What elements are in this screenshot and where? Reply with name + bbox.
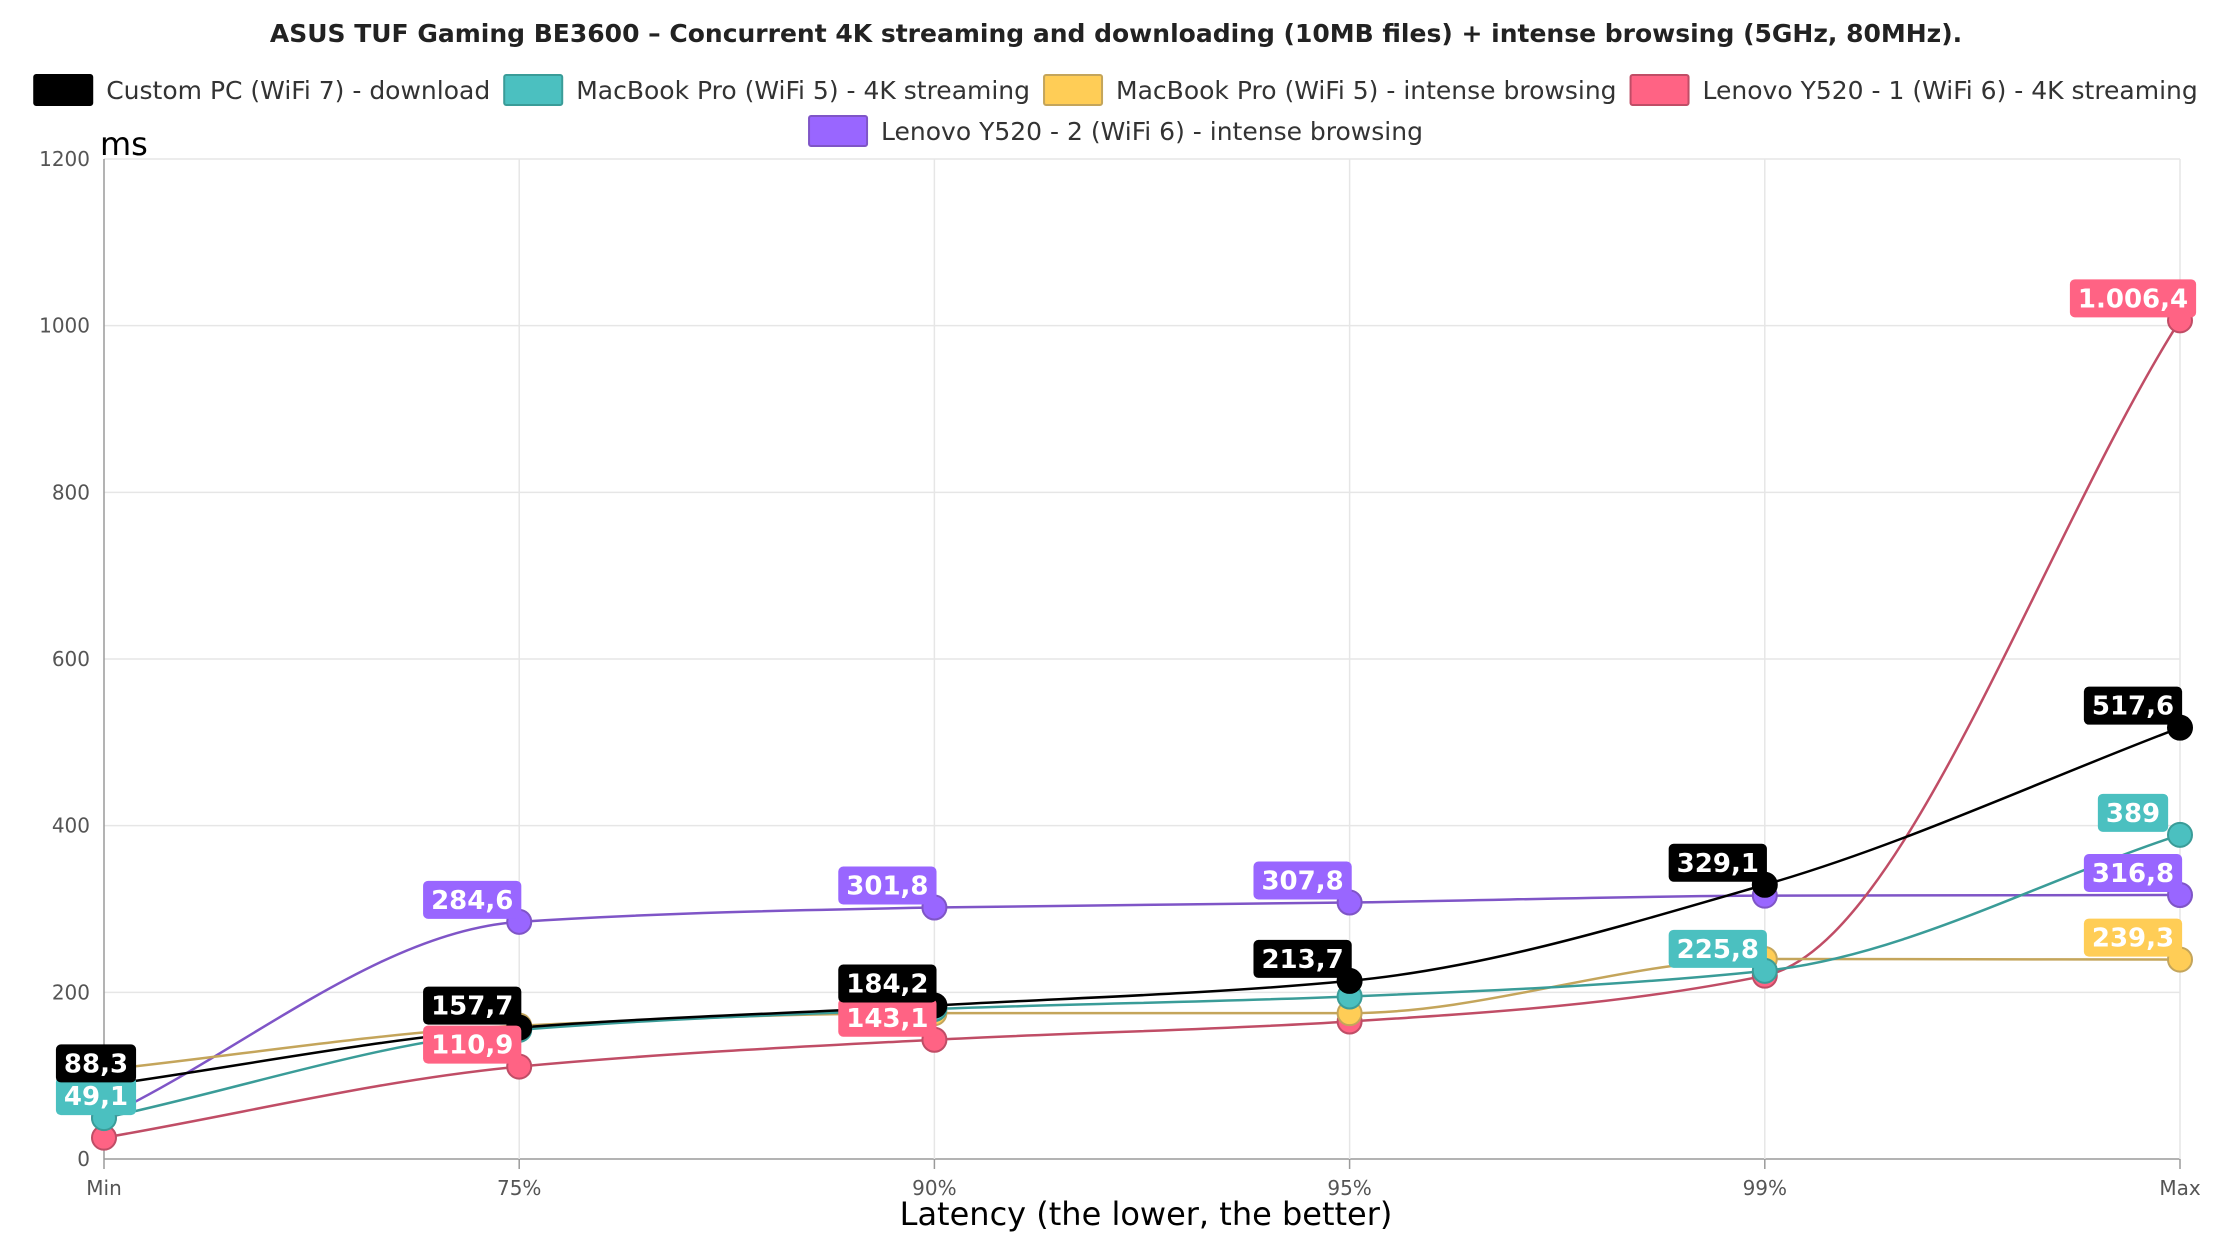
y-tick-label: 600 — [52, 647, 90, 671]
legend-label: Lenovo Y520 - 1 (WiFi 6) - 4K streaming — [1703, 76, 2198, 105]
data-label: 316,8 — [2083, 854, 2183, 892]
y-tick-label: 200 — [52, 980, 90, 1004]
data-label: 307,8 — [1253, 861, 1352, 900]
data-label-box — [2083, 686, 2183, 725]
series-points — [91, 307, 2193, 1151]
data-label-text: 1.006,4 — [2078, 284, 2188, 314]
x-tick-label: Max — [2159, 1176, 2201, 1200]
data-point — [2167, 821, 2193, 848]
series-line — [103, 957, 2181, 1072]
data-label-text: 157,7 — [431, 992, 513, 1022]
legend-swatch — [808, 115, 869, 147]
data-label-box — [2083, 918, 2183, 957]
data-label: 329,1 — [1668, 843, 1767, 882]
data-label: 1.006,4 — [2069, 279, 2197, 318]
data-label: 389 — [2097, 793, 2169, 832]
data-label: 157,7 — [423, 986, 522, 1025]
data-label: 225,8 — [1668, 929, 1767, 968]
data-label-text: 143,1 — [846, 1004, 928, 1034]
y-tick-label: 0 — [77, 1147, 90, 1171]
x-tick-label: 90% — [912, 1176, 956, 1200]
data-label-text: 284,6 — [431, 886, 513, 916]
grid — [103, 158, 2181, 1160]
data-label-box — [1668, 929, 1767, 968]
data-label: 110,9 — [423, 1025, 522, 1064]
data-label: 213,7 — [1253, 939, 1352, 978]
data-label-text: 517,6 — [2092, 692, 2174, 722]
x-tick-label: 95% — [1327, 1176, 1371, 1200]
data-label-text: 110,9 — [431, 1031, 513, 1061]
data-label-box — [2083, 854, 2183, 892]
data-label: 284,6 — [423, 880, 522, 919]
x-tick-label: 99% — [1743, 1176, 1787, 1200]
chart-title: ASUS TUF Gaming BE3600 – Concurrent 4K s… — [270, 19, 1962, 48]
data-label-text: 307,8 — [1261, 867, 1343, 897]
data-label-text: 88,3 — [64, 1049, 128, 1079]
data-label-text: 316,8 — [2092, 859, 2174, 889]
y-axis-unit: ms — [100, 125, 148, 163]
data-label-box — [2069, 279, 2197, 318]
data-label: 49,1 — [55, 1077, 137, 1116]
data-label: 184,2 — [838, 964, 937, 1003]
data-label-box — [1668, 843, 1767, 882]
data-label: 517,6 — [2083, 686, 2183, 725]
data-label: 239,3 — [2083, 918, 2183, 957]
legend-swatch — [33, 74, 94, 106]
legend-swatch — [503, 74, 564, 106]
data-label-box — [55, 1044, 137, 1083]
data-label-text: 184,2 — [846, 970, 928, 1000]
data-label-text: 225,8 — [1677, 935, 1759, 965]
data-label-box — [838, 998, 937, 1037]
y-tick-label: 800 — [52, 480, 90, 504]
data-label-box — [838, 866, 937, 905]
y-tick-label: 1000 — [39, 314, 90, 338]
y-tick-label: 1200 — [39, 147, 90, 171]
y-tick-label: 400 — [52, 814, 90, 838]
x-tick-label: 75% — [497, 1176, 541, 1200]
data-label: 143,1 — [838, 998, 937, 1037]
data-label-text: 213,7 — [1261, 945, 1343, 975]
data-label: 301,8 — [838, 866, 937, 905]
legend-label: MacBook Pro (WiFi 5) - intense browsing — [1116, 76, 1617, 105]
data-label-box — [1253, 939, 1352, 978]
data-labels: 284,6 301,8 307,8 316,8 110,9 143,1 1.006,4 239… — [55, 279, 2197, 1116]
data-label-text: 301,8 — [846, 872, 928, 902]
data-label: 88,3 — [55, 1044, 137, 1083]
data-label-text: 49,1 — [64, 1082, 128, 1112]
series-line — [103, 319, 2182, 1139]
data-label-text: 329,1 — [1677, 849, 1759, 879]
legend-label: MacBook Pro (WiFi 5) - 4K streaming — [576, 76, 1030, 105]
x-axis-label: Latency (the lower, the better) — [900, 1195, 1393, 1233]
axes: 0 200 400 600 800 1000 1200 Min 75% 90% 95% 99% Max — [39, 147, 2201, 1200]
legend-swatch — [1043, 74, 1104, 106]
series-line — [103, 893, 2181, 1119]
data-label-box — [1253, 861, 1352, 900]
legend-label: Custom PC (WiFi 7) - download — [106, 76, 490, 105]
series-lines — [103, 319, 2182, 1139]
legend: Custom PC (WiFi 7) - download MacBook Pro… — [33, 74, 2198, 147]
data-label-box — [423, 986, 522, 1025]
data-label-box — [55, 1077, 137, 1116]
data-label-box — [423, 1025, 522, 1064]
data-label-box — [838, 964, 937, 1003]
data-label-box — [2097, 793, 2169, 832]
data-label-text: 239,3 — [2092, 924, 2174, 954]
data-label-box — [423, 880, 522, 919]
legend-label: Lenovo Y520 - 2 (WiFi 6) - intense brows… — [881, 117, 1423, 146]
legend-swatch — [1629, 74, 1690, 106]
series-line — [103, 833, 2181, 1120]
data-label-text: 389 — [2106, 799, 2160, 829]
x-tick-label: Min — [86, 1176, 122, 1200]
